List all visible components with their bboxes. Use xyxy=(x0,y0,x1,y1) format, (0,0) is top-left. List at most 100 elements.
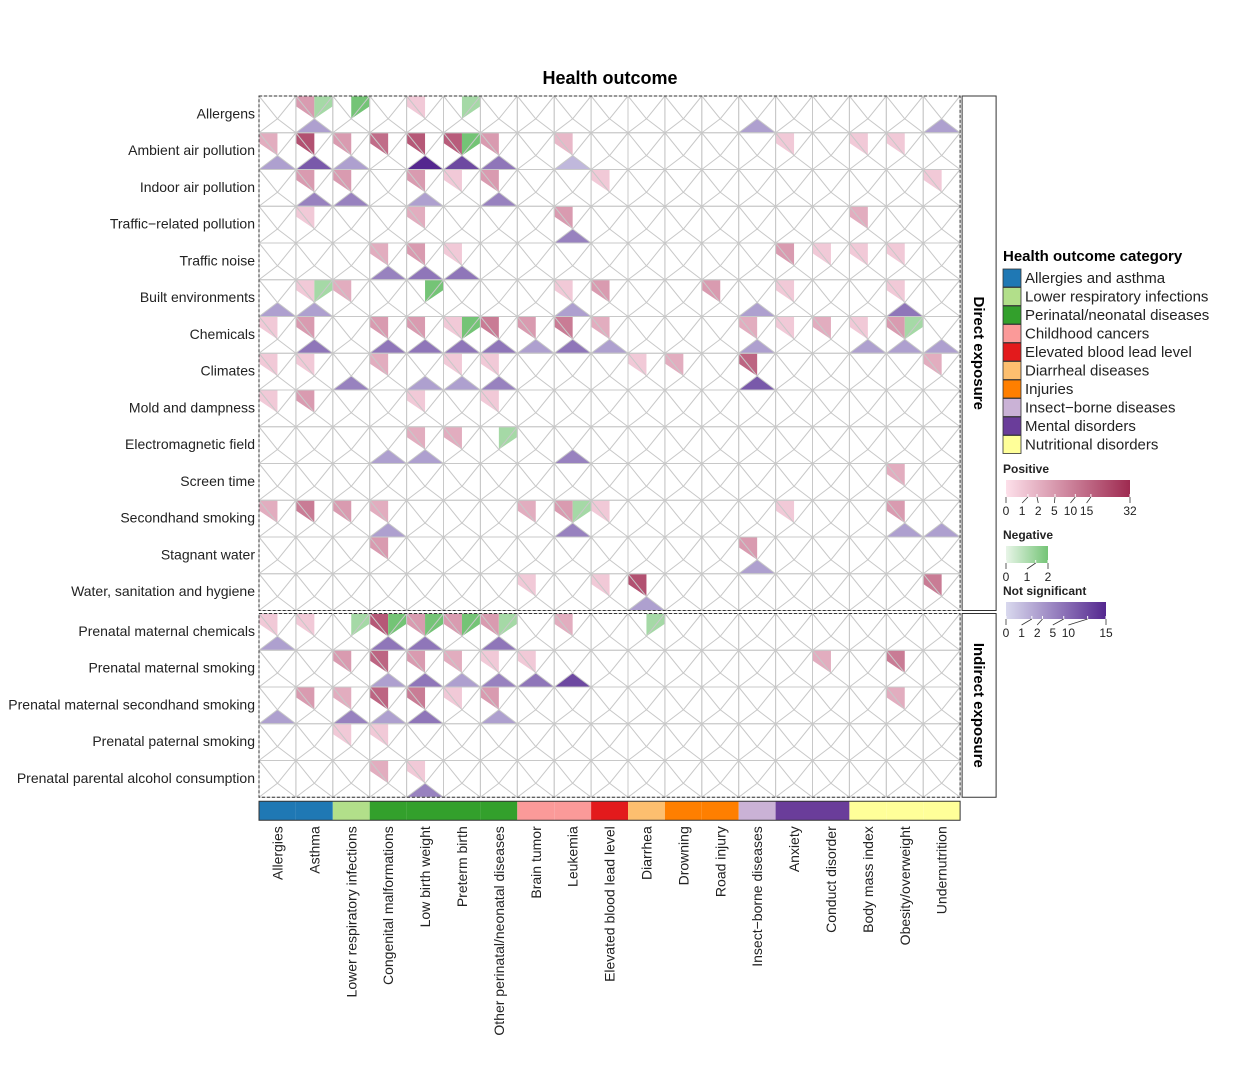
cell-outline xyxy=(516,686,555,711)
cell-border xyxy=(369,463,408,501)
cell-outline xyxy=(664,205,703,230)
cell-outline xyxy=(701,559,740,575)
cell-outline xyxy=(664,595,703,611)
cell-outline xyxy=(627,389,666,414)
cell-outline xyxy=(885,782,924,798)
cell-border xyxy=(369,389,408,428)
cell-outline xyxy=(443,672,481,688)
cell-outline xyxy=(775,301,813,317)
cell-outline xyxy=(295,635,334,651)
cell-border xyxy=(590,132,629,170)
legend-label: Perinatal/neonatal diseases xyxy=(1025,307,1209,324)
cell-outline xyxy=(590,412,629,428)
cell-border xyxy=(664,426,703,464)
cell-outline xyxy=(332,559,371,575)
cell-outline xyxy=(701,154,740,170)
not-significant-mark xyxy=(554,302,592,317)
cell-border xyxy=(479,536,518,575)
cell-border xyxy=(590,95,629,134)
cell-border xyxy=(553,95,592,134)
cell-outline xyxy=(664,745,703,761)
cell-outline xyxy=(406,745,444,761)
cell-outline xyxy=(516,426,555,451)
cell-outline xyxy=(885,635,924,651)
cell-outline xyxy=(738,228,776,244)
cell-border xyxy=(922,686,961,725)
cell-border xyxy=(406,573,445,611)
cell-outline xyxy=(812,132,850,157)
category-swatch xyxy=(628,801,665,821)
cell-outline xyxy=(369,782,407,798)
cell-outline xyxy=(553,709,592,725)
cell-border xyxy=(775,95,813,134)
row-label: Traffic noise xyxy=(180,252,256,268)
cell-outline xyxy=(332,745,371,761)
cell-border xyxy=(479,279,518,317)
cell-outline xyxy=(738,412,776,428)
cell-outline xyxy=(812,426,850,451)
not-significant-scale-tick-link xyxy=(1052,618,1064,626)
group-border xyxy=(258,613,961,798)
cell-border xyxy=(516,686,555,725)
cell-border xyxy=(664,613,703,651)
cell-border xyxy=(701,613,740,651)
cell-outline xyxy=(849,463,887,488)
positive-scale-tick-label: 10 xyxy=(1064,504,1078,518)
cell-outline xyxy=(516,613,555,638)
cell-outline xyxy=(922,338,961,354)
row-label: Prenatal maternal chemicals xyxy=(78,623,255,639)
cell-outline xyxy=(590,709,629,725)
cell-outline xyxy=(295,573,334,598)
cell-border xyxy=(369,279,408,317)
cell-outline xyxy=(553,760,592,785)
cell-outline xyxy=(516,709,555,725)
cell-border xyxy=(627,169,666,207)
cell-outline xyxy=(849,95,887,120)
cell-outline xyxy=(738,301,776,317)
cell-border xyxy=(258,723,297,761)
cell-outline xyxy=(775,169,813,194)
cell-outline xyxy=(849,485,887,501)
cell-outline xyxy=(406,352,444,377)
cell-border xyxy=(885,426,924,464)
not-significant-mark xyxy=(406,265,444,280)
cell-outline xyxy=(258,228,297,244)
cell-outline xyxy=(516,301,555,317)
cell-outline xyxy=(553,389,592,414)
cell-outline xyxy=(627,228,666,244)
cell-outline xyxy=(849,301,887,317)
cell-border xyxy=(590,205,629,244)
cell-outline xyxy=(885,573,924,598)
cell-border xyxy=(295,649,334,688)
cell-outline xyxy=(664,265,703,281)
cell-outline xyxy=(590,635,629,651)
not-significant-scale-tick-link xyxy=(1036,618,1043,626)
cell-border xyxy=(701,649,740,688)
cell-outline xyxy=(849,635,887,651)
facet-label: Direct exposure xyxy=(970,297,987,410)
cell-outline xyxy=(922,242,961,267)
chart-title: Health outcome xyxy=(542,68,677,88)
cell-outline xyxy=(553,154,592,170)
not-significant-scale-tick-label: 10 xyxy=(1062,626,1076,640)
cell-outline xyxy=(258,649,297,674)
cell-border xyxy=(369,95,408,134)
cell-outline xyxy=(849,154,887,170)
cell-border xyxy=(443,760,481,798)
group-border xyxy=(258,95,961,611)
category-swatch xyxy=(812,801,850,821)
cell-outline xyxy=(443,463,481,488)
facet-strip xyxy=(961,613,997,798)
cell-border xyxy=(775,536,813,575)
cell-outline xyxy=(775,760,813,785)
cell-outline xyxy=(738,635,776,651)
cell-border xyxy=(922,723,961,761)
cell-outline xyxy=(849,118,887,134)
row-label: Ambient air pollution xyxy=(128,142,255,158)
cell-border xyxy=(443,536,481,575)
cell-outline xyxy=(516,352,555,377)
not-significant-scale-tick-label: 0 xyxy=(1003,626,1010,640)
cell-border xyxy=(516,426,555,464)
cell-outline xyxy=(295,265,334,281)
